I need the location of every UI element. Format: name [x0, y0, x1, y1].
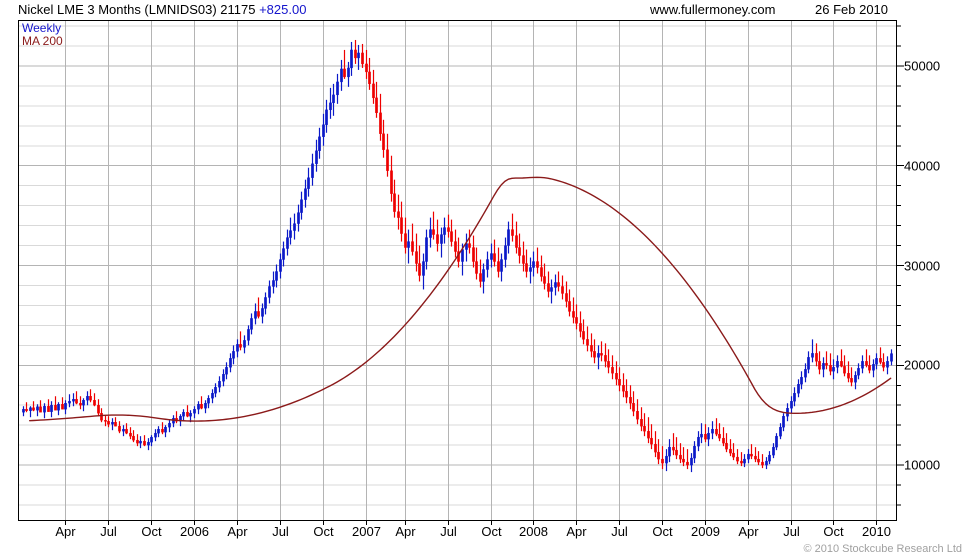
x-axis-tick-label: Jul — [272, 524, 289, 539]
x-axis-tick-label: Apr — [227, 524, 248, 539]
x-axis-tick-label: Jul — [611, 524, 628, 539]
x-axis-tick-label: 2006 — [180, 524, 209, 539]
y-axis-tick-label: 40000 — [904, 158, 941, 174]
y-axis-ticks — [897, 25, 904, 506]
legend-item-ma200: MA 200 — [22, 34, 63, 48]
x-axis-labels: Apr Jul Oct 2006 Apr Jul Oct 2007 Apr Jul Oct 2008 A… — [0, 524, 980, 544]
x-axis-tick-label: 2008 — [519, 524, 548, 539]
x-axis-tick-label: Apr — [55, 524, 76, 539]
x-axis-tick-label: Oct — [141, 524, 162, 539]
chart-header: Nickel LME 3 Months (LMNIDS03) 21175 +82… — [0, 0, 980, 20]
legend-item-weekly: Weekly — [22, 21, 62, 35]
price-chart-svg — [19, 21, 896, 520]
site-url: www.fullermoney.com — [650, 2, 776, 17]
x-axis-tick-label: Apr — [738, 524, 759, 539]
price-change: +825.00 — [259, 2, 307, 17]
x-axis-tick-label: 2009 — [691, 524, 720, 539]
x-axis-tick-label: Oct — [313, 524, 334, 539]
x-axis-tick-label: Oct — [481, 524, 502, 539]
instrument-title: Nickel LME 3 Months (LMNIDS03) 21175 +82… — [18, 2, 306, 17]
x-axis-tick-label: 2007 — [352, 524, 381, 539]
x-axis-tick-label: Oct — [823, 524, 844, 539]
chart-date: 26 Feb 2010 — [815, 2, 889, 17]
x-axis-ticks — [65, 520, 877, 525]
instrument-title-text: Nickel LME 3 Months (LMNIDS03) 21175 — [18, 2, 256, 17]
x-axis-tick-label: Jul — [783, 524, 800, 539]
x-axis-tick-label: Jul — [440, 524, 457, 539]
chart-legend: Weekly MA 200 — [22, 22, 63, 48]
plot-inner — [19, 21, 896, 520]
x-axis-tick-label: Jul — [100, 524, 117, 539]
chart-footer: © 2010 Stockcube Research Ltd — [0, 543, 980, 559]
y-axis-tick-label: 50000 — [904, 58, 941, 74]
x-axis-tick-label: Oct — [652, 524, 673, 539]
y-axis-labels: 10000 20000 30000 40000 50000 — [900, 0, 980, 560]
copyright-notice: © 2010 Stockcube Research Ltd — [803, 543, 962, 555]
y-axis-tick-label: 30000 — [904, 258, 941, 273]
x-axis-tick-label: Apr — [395, 524, 416, 539]
y-axis-tick-label: 10000 — [904, 457, 941, 473]
y-axis-tick-label: 20000 — [904, 357, 941, 373]
x-axis-tick-label: Apr — [566, 524, 587, 539]
x-axis-tick-label: 2010 — [862, 524, 891, 539]
plot-area — [18, 20, 897, 521]
